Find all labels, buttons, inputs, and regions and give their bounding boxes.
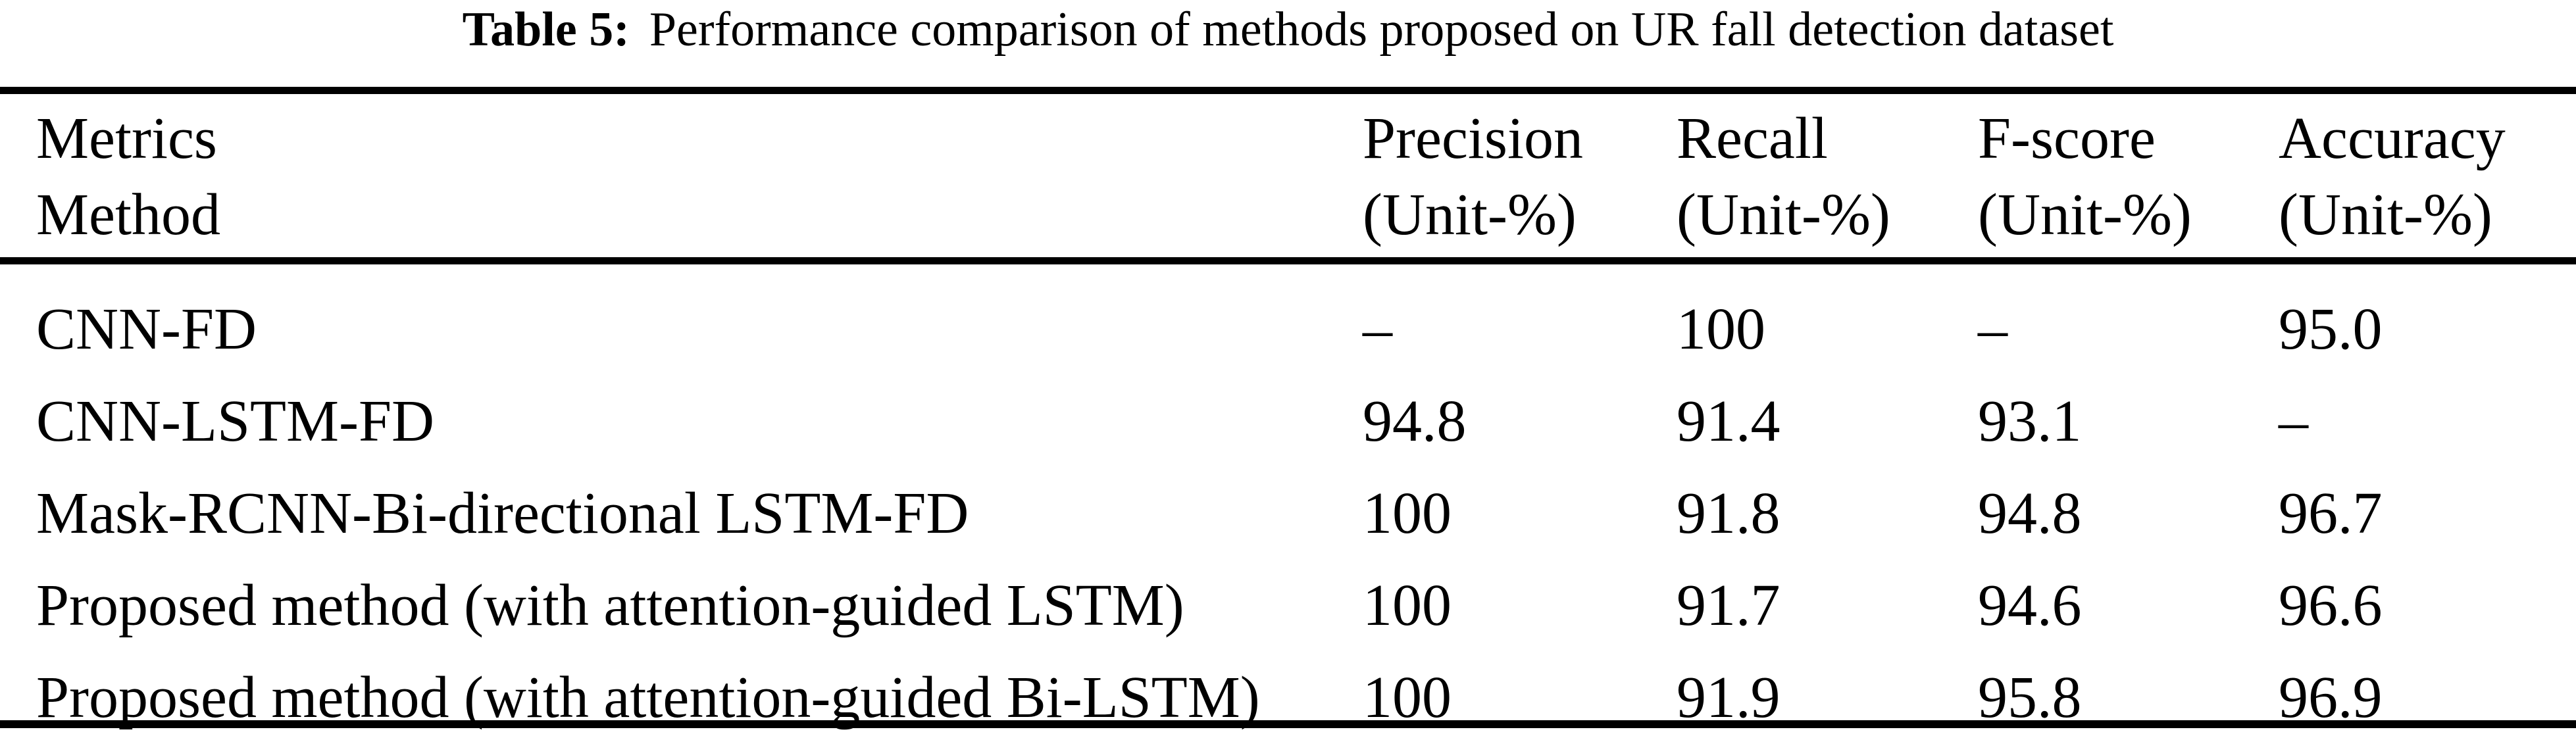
recall-cell: 91.8 <box>1677 480 1780 546</box>
accuracy-cell: 95.0 <box>2279 296 2383 362</box>
header-accuracy-unit: (Unit-%) <box>2279 182 2492 247</box>
accuracy-cell: – <box>2279 388 2308 454</box>
recall-cell: 100 <box>1677 296 1765 362</box>
header-fscore-name: F-score <box>1978 106 2156 171</box>
header-recall-unit: (Unit-%) <box>1677 182 1890 247</box>
header-precision-name: Precision <box>1363 106 1583 171</box>
table-body: CNN-FD – 100 – 95.0 CNN-LSTM-FD 94.8 91.… <box>0 264 2576 738</box>
header-accuracy-name: Accuracy <box>2279 106 2506 171</box>
fscore-cell: – <box>1978 296 2008 362</box>
accuracy-cell: 96.9 <box>2279 664 2383 730</box>
recall-cell: 91.9 <box>1677 664 1780 730</box>
header-fscore: F-score (Unit-%) <box>1978 101 2279 253</box>
precision-cell: 100 <box>1363 664 1452 730</box>
method-cell: Mask-RCNN-Bi-directional LSTM-FD <box>36 480 969 546</box>
precision-cell: 94.8 <box>1363 388 1467 454</box>
header-precision: Precision (Unit-%) <box>1363 101 1677 253</box>
recall-cell: 91.7 <box>1677 572 1780 638</box>
table-caption-text: Performance comparison of methods propos… <box>649 3 2114 57</box>
fscore-cell: 94.6 <box>1978 572 2082 638</box>
header-metrics-method: Metrics Method <box>36 101 1363 253</box>
method-cell: Proposed method (with attention-guided B… <box>36 664 1260 730</box>
table-caption-label: Table 5: <box>462 3 630 57</box>
method-cell: CNN-FD <box>36 296 257 362</box>
precision-cell: 100 <box>1363 480 1452 546</box>
accuracy-cell: 96.6 <box>2279 572 2383 638</box>
table-top-rule <box>0 87 2576 94</box>
header-metrics-label: Metrics <box>36 106 217 171</box>
table-header-rule <box>0 257 2576 264</box>
header-recall: Recall (Unit-%) <box>1677 101 1978 253</box>
fscore-cell: 94.8 <box>1978 480 2082 546</box>
recall-cell: 91.4 <box>1677 388 1780 454</box>
header-precision-unit: (Unit-%) <box>1363 182 1577 247</box>
header-fscore-unit: (Unit-%) <box>1978 182 2192 247</box>
header-recall-name: Recall <box>1677 106 1828 171</box>
fscore-cell: 95.8 <box>1978 664 2082 730</box>
method-cell: Proposed method (with attention-guided L… <box>36 572 1184 638</box>
table-bottom-rule <box>0 720 2576 728</box>
accuracy-cell: 96.7 <box>2279 480 2383 546</box>
precision-cell: – <box>1363 296 1392 362</box>
header-method-label: Method <box>36 182 220 247</box>
table-header-row: Metrics Method Precision (Unit-%) Recall… <box>0 101 2576 253</box>
header-accuracy: Accuracy (Unit-%) <box>2279 101 2576 253</box>
method-cell: CNN-LSTM-FD <box>36 388 435 454</box>
precision-cell: 100 <box>1363 572 1452 638</box>
table-caption: Table 5: Performance comparison of method… <box>0 1 2576 58</box>
fscore-cell: 93.1 <box>1978 388 2082 454</box>
